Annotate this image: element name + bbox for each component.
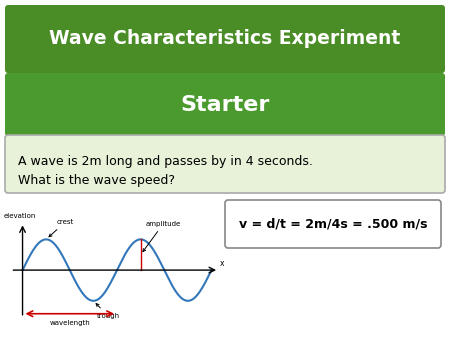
Text: v = d/t = 2m/4s = .500 m/s: v = d/t = 2m/4s = .500 m/s [239,217,427,231]
Text: trough: trough [96,304,120,319]
FancyBboxPatch shape [5,5,445,73]
FancyBboxPatch shape [5,135,445,193]
Text: x: x [220,259,224,268]
Text: elevation: elevation [4,213,36,219]
FancyBboxPatch shape [5,73,445,136]
Text: amplitude: amplitude [143,220,181,251]
Text: crest: crest [49,219,74,237]
FancyBboxPatch shape [225,200,441,248]
Text: wavelength: wavelength [50,320,90,327]
Text: Starter: Starter [180,95,270,115]
Text: Wave Characteristics Experiment: Wave Characteristics Experiment [50,28,400,48]
Text: A wave is 2m long and passes by in 4 seconds.
What is the wave speed?: A wave is 2m long and passes by in 4 sec… [18,155,313,187]
